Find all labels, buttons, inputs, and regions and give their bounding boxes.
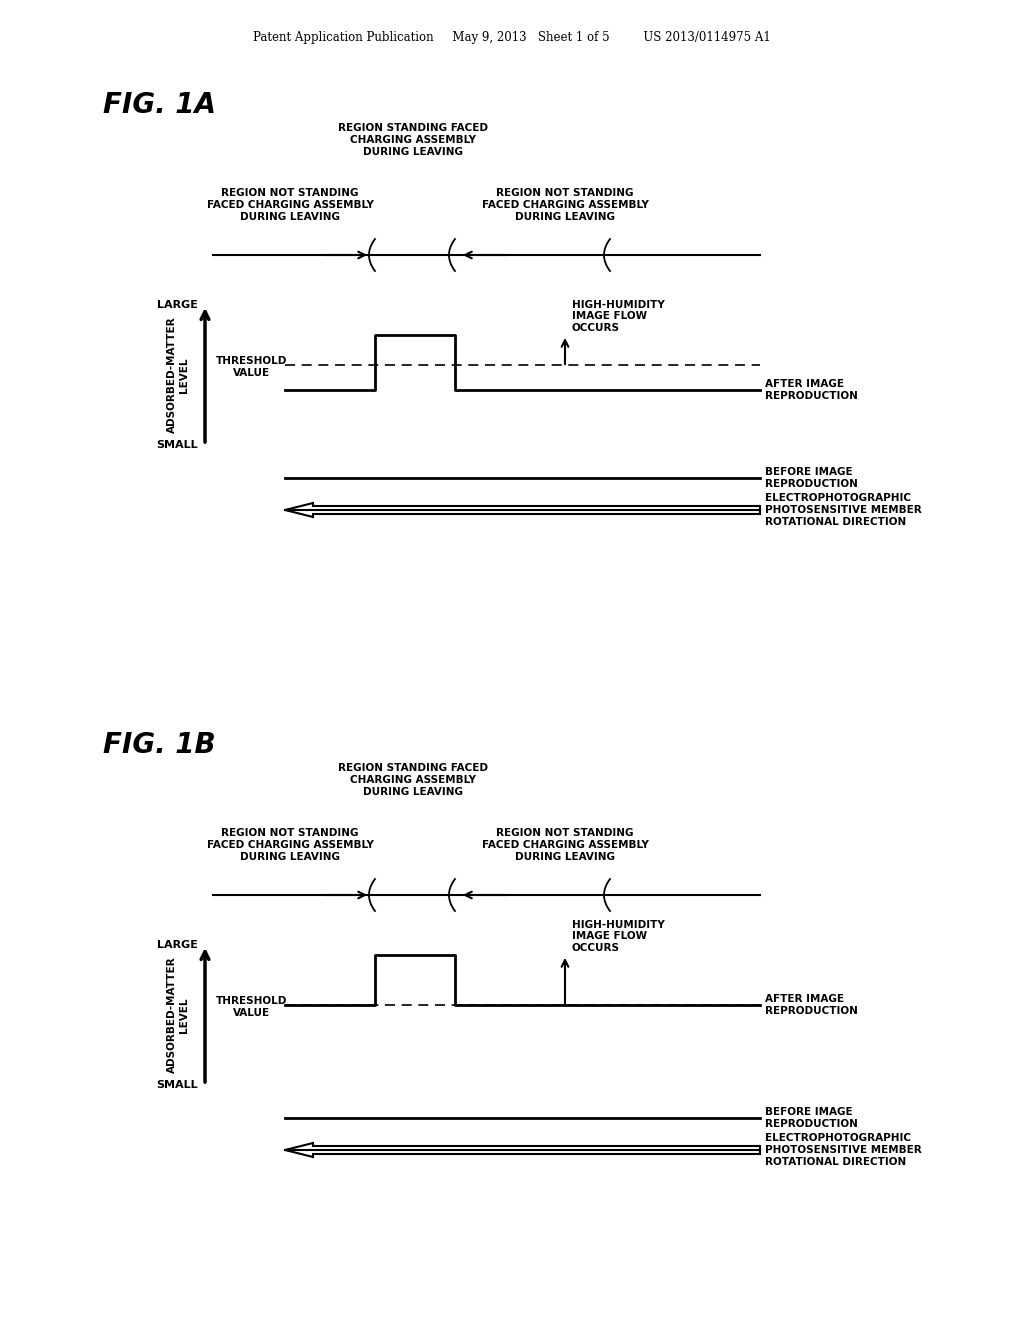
Text: REGION STANDING FACED
CHARGING ASSEMBLY
DURING LEAVING: REGION STANDING FACED CHARGING ASSEMBLY … <box>338 763 488 796</box>
Text: HIGH-HUMIDITY
IMAGE FLOW
OCCURS: HIGH-HUMIDITY IMAGE FLOW OCCURS <box>572 300 665 333</box>
Text: LARGE: LARGE <box>157 300 198 310</box>
Text: LARGE: LARGE <box>157 940 198 950</box>
Text: THRESHOLD
VALUE: THRESHOLD VALUE <box>216 356 288 378</box>
Text: ADSORBED-MATTER
LEVEL: ADSORBED-MATTER LEVEL <box>167 317 188 433</box>
Text: SMALL: SMALL <box>157 440 198 450</box>
Text: SMALL: SMALL <box>157 1080 198 1090</box>
Text: AFTER IMAGE
REPRODUCTION: AFTER IMAGE REPRODUCTION <box>765 379 858 401</box>
Text: REGION STANDING FACED
CHARGING ASSEMBLY
DURING LEAVING: REGION STANDING FACED CHARGING ASSEMBLY … <box>338 123 488 157</box>
Text: FIG. 1A: FIG. 1A <box>103 91 216 119</box>
Text: AFTER IMAGE
REPRODUCTION: AFTER IMAGE REPRODUCTION <box>765 994 858 1016</box>
Text: BEFORE IMAGE
REPRODUCTION: BEFORE IMAGE REPRODUCTION <box>765 1107 858 1129</box>
Text: ELECTROPHOTOGRAPHIC
PHOTOSENSITIVE MEMBER
ROTATIONAL DIRECTION: ELECTROPHOTOGRAPHIC PHOTOSENSITIVE MEMBE… <box>765 1134 922 1167</box>
Polygon shape <box>285 503 760 517</box>
Text: THRESHOLD
VALUE: THRESHOLD VALUE <box>216 997 288 1018</box>
Text: HIGH-HUMIDITY
IMAGE FLOW
OCCURS: HIGH-HUMIDITY IMAGE FLOW OCCURS <box>572 920 665 953</box>
Text: ELECTROPHOTOGRAPHIC
PHOTOSENSITIVE MEMBER
ROTATIONAL DIRECTION: ELECTROPHOTOGRAPHIC PHOTOSENSITIVE MEMBE… <box>765 494 922 527</box>
Text: REGION NOT STANDING
FACED CHARGING ASSEMBLY
DURING LEAVING: REGION NOT STANDING FACED CHARGING ASSEM… <box>207 829 374 862</box>
Text: ADSORBED-MATTER
LEVEL: ADSORBED-MATTER LEVEL <box>167 957 188 1073</box>
Text: REGION NOT STANDING
FACED CHARGING ASSEMBLY
DURING LEAVING: REGION NOT STANDING FACED CHARGING ASSEM… <box>207 189 374 222</box>
Text: REGION NOT STANDING
FACED CHARGING ASSEMBLY
DURING LEAVING: REGION NOT STANDING FACED CHARGING ASSEM… <box>481 189 648 222</box>
Text: Patent Application Publication     May 9, 2013   Sheet 1 of 5         US 2013/01: Patent Application Publication May 9, 20… <box>253 32 771 45</box>
Text: REGION NOT STANDING
FACED CHARGING ASSEMBLY
DURING LEAVING: REGION NOT STANDING FACED CHARGING ASSEM… <box>481 829 648 862</box>
Polygon shape <box>285 1143 760 1158</box>
Text: FIG. 1B: FIG. 1B <box>103 731 216 759</box>
Text: BEFORE IMAGE
REPRODUCTION: BEFORE IMAGE REPRODUCTION <box>765 467 858 488</box>
